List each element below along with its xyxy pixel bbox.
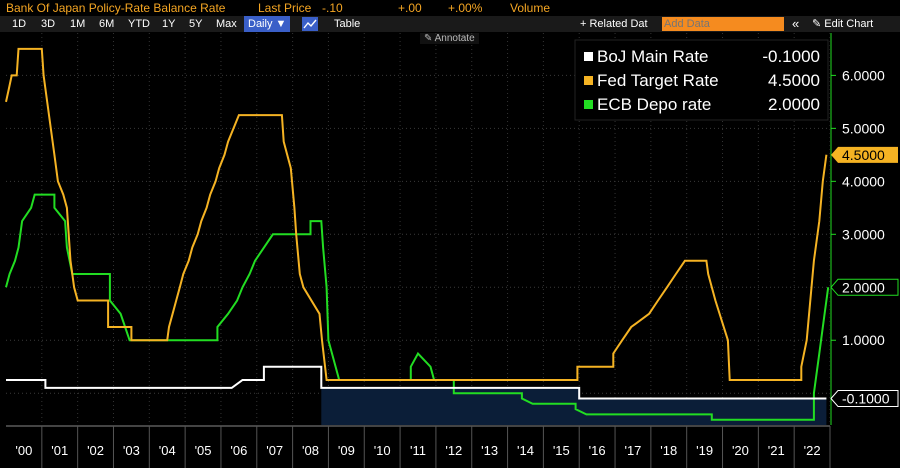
y-tick-label: 5.0000 (842, 120, 885, 136)
range-3d-button[interactable]: 3D (41, 18, 56, 30)
last-price-label: Last Price (258, 1, 312, 15)
fed-series-line (5, 47, 828, 381)
table-button[interactable]: Table (334, 18, 361, 30)
add-data-input[interactable] (662, 17, 784, 31)
legend-label: Fed Target Rate (597, 71, 719, 90)
last-value-tags: 4.5000 2.0000 -0.1000 (830, 146, 899, 408)
y-tick-label: 2.0000 (842, 279, 885, 295)
legend-swatch (584, 100, 593, 109)
x-tick-label: '13 (481, 443, 498, 458)
last-value-text: -0.1000 (842, 391, 890, 407)
volume-label: Volume (510, 1, 551, 15)
x-tick-label: '11 (410, 443, 426, 458)
legend-value: -0.1000 (762, 47, 820, 66)
last-value-text: 2.0000 (842, 279, 885, 295)
boj-series-line (6, 365, 827, 400)
y-axis-bg (830, 33, 900, 425)
header-bar: Bank Of Japan Policy-Rate Balance Rate L… (0, 0, 900, 16)
frequency-dropdown[interactable]: Daily ▼ (244, 16, 291, 32)
range-1y-button[interactable]: 1Y (162, 18, 176, 30)
range-6m-button[interactable]: 6M (99, 18, 115, 30)
x-tick-label: '15 (553, 443, 570, 458)
legend-value: 4.5000 (768, 71, 820, 90)
x-tick-label: '18 (660, 443, 677, 458)
change-pct-value: +.00% (448, 1, 483, 15)
range-1d-button[interactable]: 1D (12, 18, 27, 30)
line-chart-glyph (302, 17, 318, 31)
x-tick-label: '07 (266, 443, 283, 458)
change-value: +.00 (398, 1, 422, 15)
x-tick-label: '00 (15, 443, 32, 458)
range-5y-button[interactable]: 5Y (189, 18, 203, 30)
related-data-button[interactable]: + Related Dat (580, 18, 648, 30)
range-max-button[interactable]: Max (216, 18, 237, 30)
x-tick-label: '19 (696, 443, 713, 458)
range-1m-button[interactable]: 1M (70, 18, 86, 30)
x-tick-label: '01 (51, 443, 68, 458)
boj-area-fill (321, 366, 827, 425)
range-ytd-button[interactable]: YTD (128, 18, 150, 30)
legend-label: ECB Depo rate (597, 95, 711, 114)
x-tick-label: '14 (517, 443, 534, 458)
x-tick-label: '08 (302, 443, 319, 458)
x-tick-label: '21 (768, 443, 785, 458)
y-tick-label: 4.0000 (842, 173, 885, 189)
y-tick-label: 1.0000 (842, 332, 885, 348)
ecb-series-line (5, 193, 830, 421)
legend-value: 2.0000 (768, 95, 820, 114)
x-tick-label: '03 (123, 443, 140, 458)
x-tick-label: '05 (195, 443, 212, 458)
annotate-button[interactable]: ✎ Annotate (420, 33, 479, 44)
last-value-tag (831, 146, 898, 163)
last-value-text: 4.5000 (842, 147, 885, 163)
x-axis-bg (0, 425, 900, 468)
collapse-button[interactable]: « (792, 16, 800, 31)
x-tick-label: '22 (804, 443, 821, 458)
legend-label: BoJ Main Rate (597, 47, 709, 66)
last-value-tag (830, 278, 899, 296)
y-tick-label: 3.0000 (842, 226, 885, 242)
legend-swatch (584, 76, 593, 85)
security-title: Bank Of Japan Policy-Rate Balance Rate (6, 1, 226, 15)
x-tick-label: '16 (589, 443, 606, 458)
x-tick-label: '10 (374, 443, 391, 458)
last-price-value: -.10 (322, 1, 343, 15)
chart-series (5, 47, 830, 421)
legend-box (574, 39, 829, 121)
boj-area (321, 366, 827, 425)
x-tick-label: '20 (732, 443, 749, 458)
x-tick-label: '02 (87, 443, 104, 458)
x-tick-label: '06 (230, 443, 247, 458)
legend: BoJ Main Rate -0.1000 Fed Target Rate 4.500… (574, 39, 829, 121)
x-tick-label: '04 (159, 443, 176, 458)
x-tick-label: '17 (624, 443, 641, 458)
chart-grid (6, 33, 831, 425)
line-chart-icon[interactable] (298, 16, 322, 32)
y-axis: 1.0000 2.0000 3.0000 4.0000 5.0000 6.0000 (830, 33, 900, 425)
x-tick-label: '09 (338, 443, 355, 458)
x-tick-label: '12 (445, 443, 462, 458)
y-tick-label: 6.0000 (842, 67, 885, 83)
x-axis: '00 '01 '02 '03 '04 '05 '06 '07 '08 '09 '10 '11 '12 '… (0, 425, 900, 468)
last-value-tag (830, 390, 899, 408)
edit-chart-button[interactable]: ✎ Edit Chart (812, 18, 874, 30)
chart-toolbar: 1D 3D 1M 6M YTD 1Y 5Y Max Daily ▼ Table … (0, 16, 900, 32)
legend-swatch (584, 52, 593, 61)
